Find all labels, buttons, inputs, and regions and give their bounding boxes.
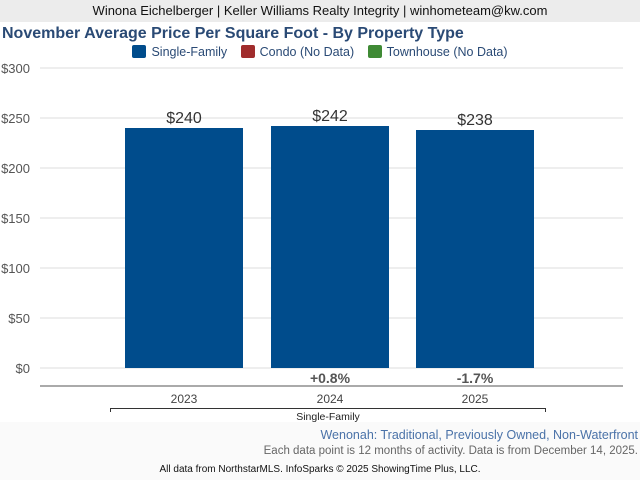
legend-item-single-family[interactable]: Single-Family (132, 45, 227, 59)
y-tick-label: $150 (1, 211, 30, 226)
legend-swatch (132, 45, 147, 58)
legend-label: Townhouse (No Data) (386, 45, 508, 59)
agent-header: Winona Eichelberger | Keller Williams Re… (0, 0, 640, 22)
y-tick-label: $50 (8, 311, 30, 326)
change-label: -1.7% (457, 370, 494, 386)
legend: Single-Family Condo (No Data) Townhouse … (0, 45, 640, 59)
y-tick-label: $200 (1, 161, 30, 176)
chart-subtitle: Wenonah: Traditional, Previously Owned, … (320, 428, 638, 442)
x-tick-label: 2024 (317, 392, 344, 406)
y-tick-label: $0 (16, 361, 30, 376)
change-label: +0.8% (310, 370, 351, 386)
legend-label: Condo (No Data) (259, 45, 355, 59)
credit: All data from NorthstarMLS. InfoSparks ©… (159, 464, 481, 475)
x-tick-label: 2025 (462, 392, 489, 406)
group-label: Single-Family (296, 411, 360, 423)
data-note: Each data point is 12 months of activity… (263, 445, 638, 457)
y-tick-label: $250 (1, 111, 30, 126)
bar-2023[interactable] (125, 128, 243, 368)
legend-swatch (367, 45, 382, 58)
bar-2025[interactable] (416, 130, 534, 368)
legend-label: Single-Family (151, 45, 228, 59)
y-tick-label: $100 (1, 261, 30, 276)
bar-2024[interactable] (271, 126, 389, 368)
footer-background (0, 422, 640, 480)
chart-title: November Average Price Per Square Foot -… (2, 25, 464, 42)
data-label: $238 (457, 112, 493, 129)
legend-swatch (240, 45, 255, 58)
data-label: $240 (166, 110, 202, 127)
data-label: $242 (312, 108, 348, 125)
legend-item-townhouse[interactable]: Townhouse (No Data) (367, 45, 508, 59)
group-bracket (110, 408, 546, 412)
legend-item-condo[interactable]: Condo (No Data) (240, 45, 355, 59)
y-tick-label: $300 (1, 61, 30, 76)
x-tick-label: 2023 (171, 392, 198, 406)
